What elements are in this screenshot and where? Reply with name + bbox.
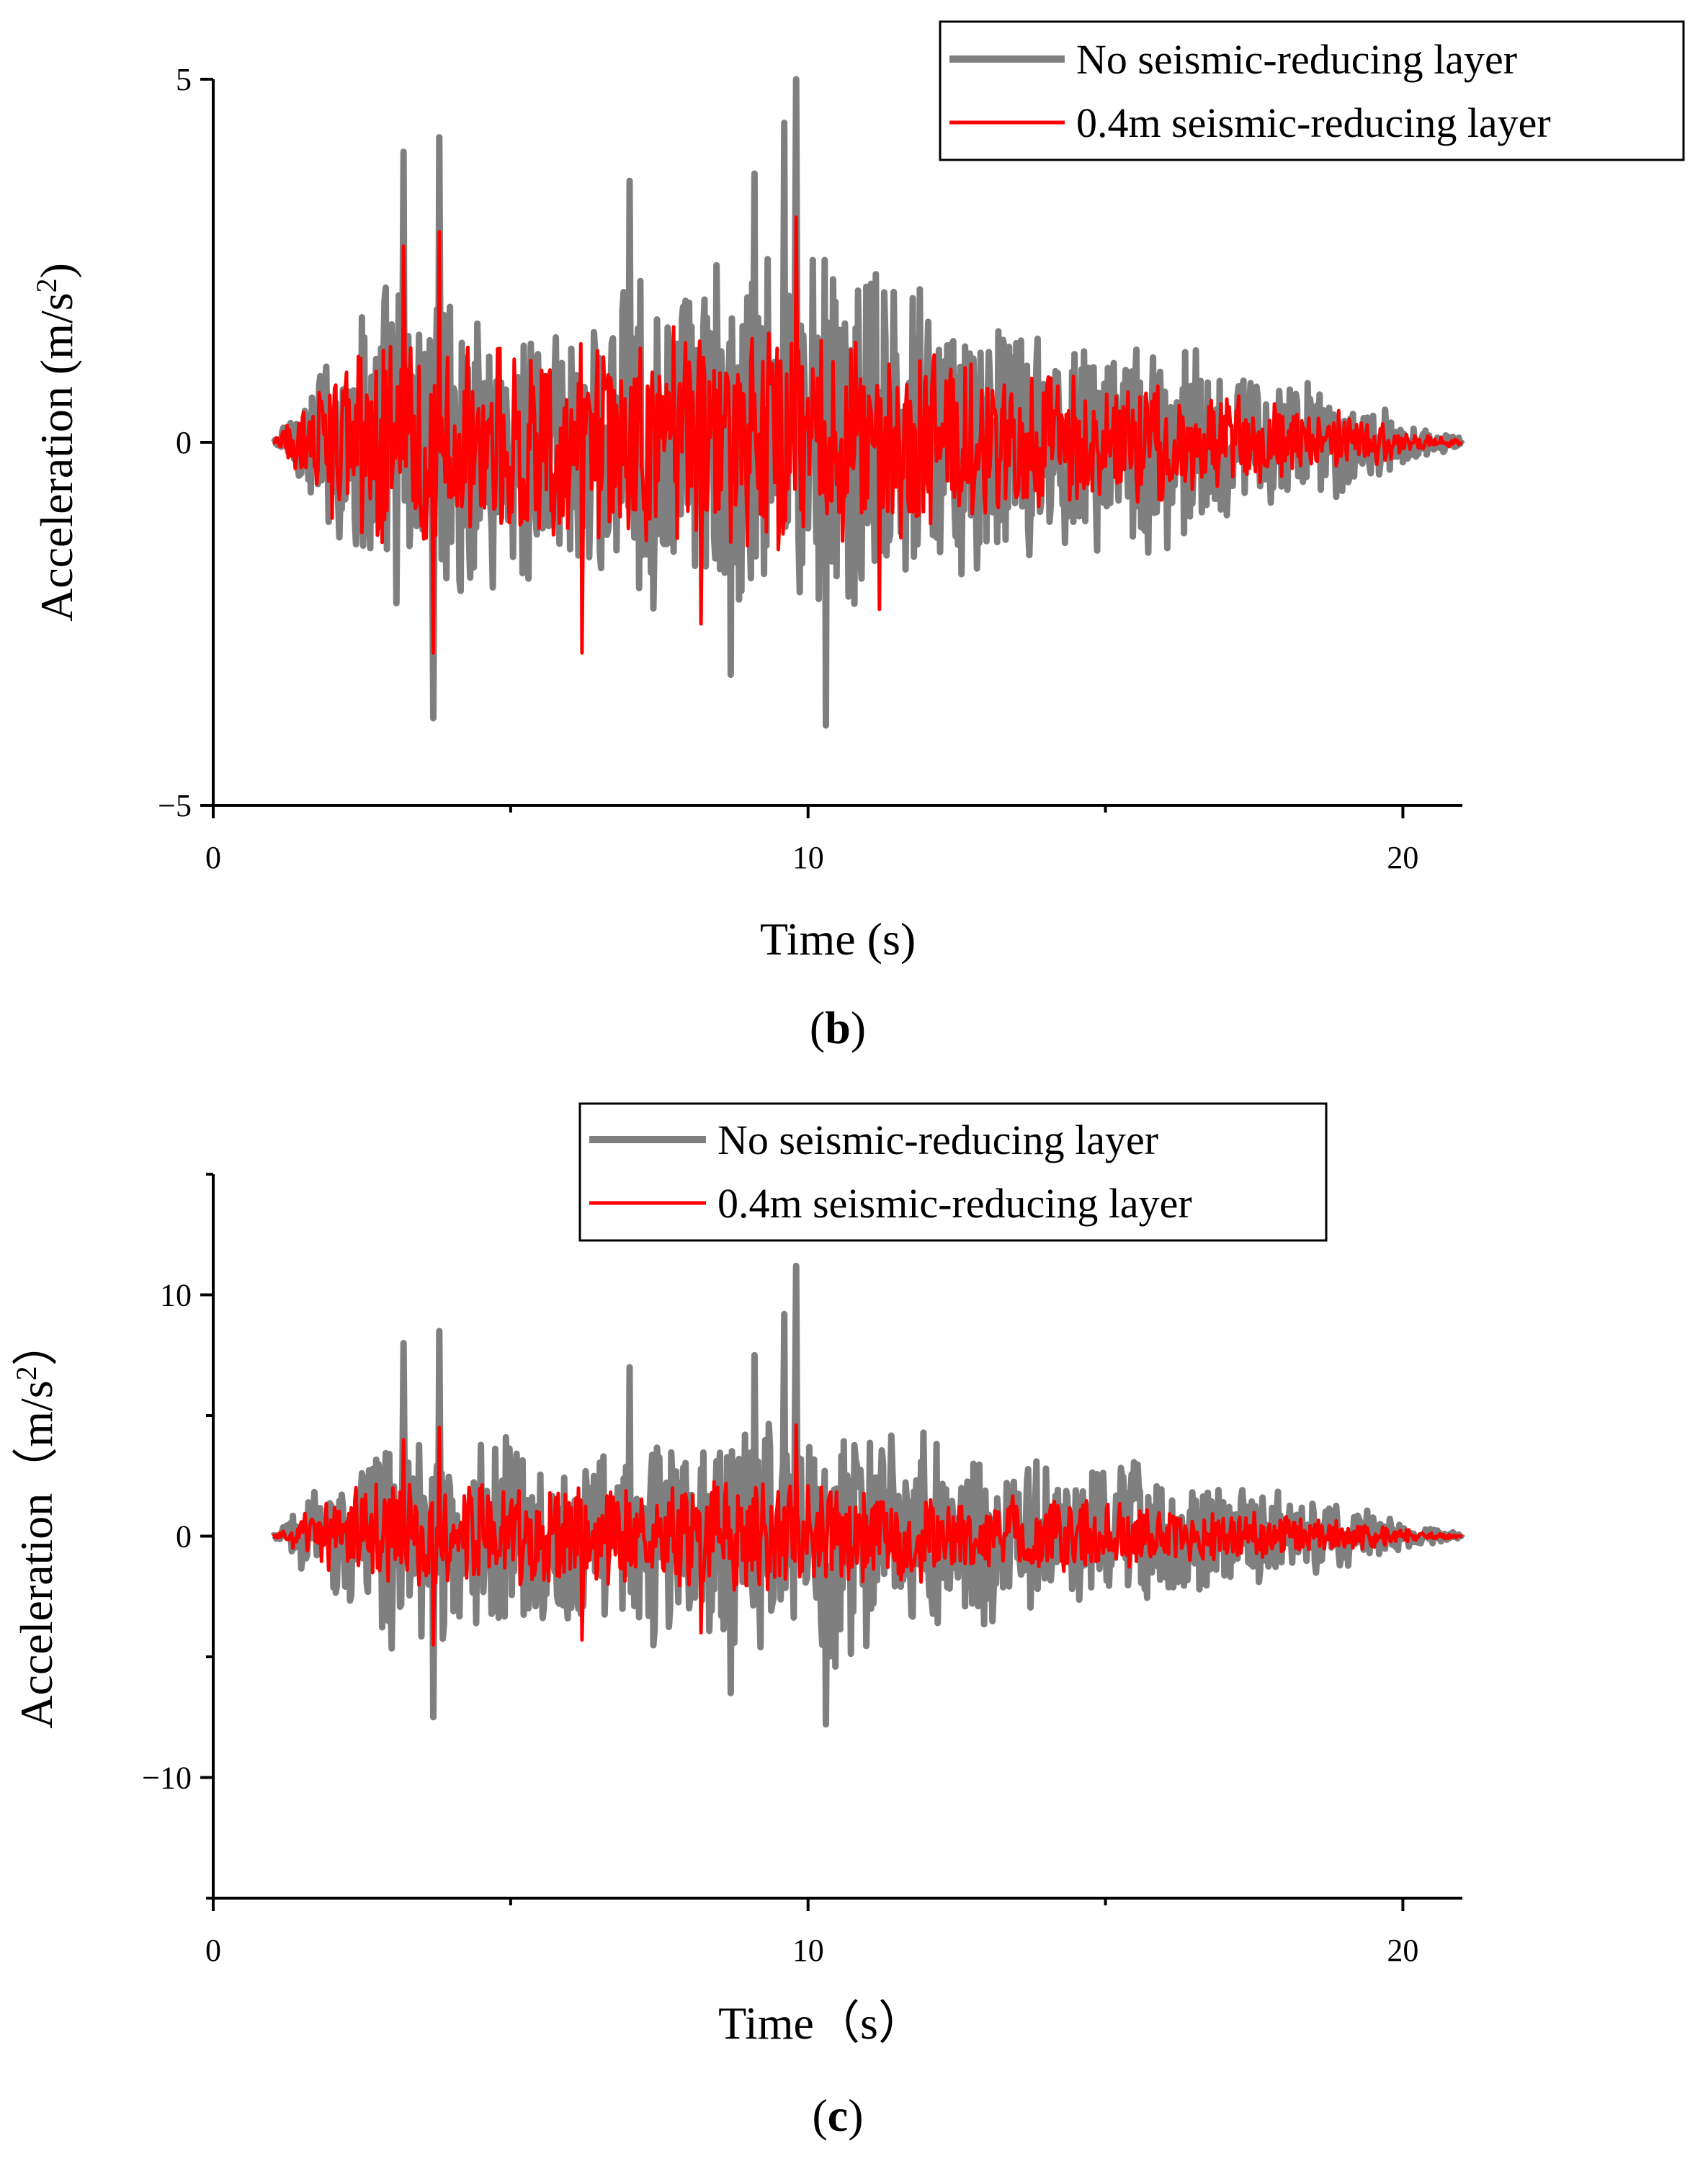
chart-c-legend-label-04m-layer: 0.4m seismic-reducing layer bbox=[717, 1180, 1192, 1227]
series-line bbox=[270, 1262, 1465, 1728]
chart-b-legend-label-04m-layer: 0.4m seismic-reducing layer bbox=[1076, 99, 1551, 146]
chart-c-panel-label: (c) bbox=[812, 2090, 863, 2141]
y-tick-label: 0 bbox=[176, 1519, 192, 1555]
chart-b-y-label: Acceleration (m/s2) bbox=[30, 263, 83, 622]
x-tick-label: 20 bbox=[1387, 840, 1418, 875]
chart-b-svg: 0 10 20 −505 Time (s) Acceleration (m/s2) … bbox=[30, 20, 1685, 1053]
chart-c-legend-box bbox=[578, 1102, 1328, 1242]
chart-b-x-label: Time (s) bbox=[760, 913, 916, 965]
series-line bbox=[272, 215, 1463, 655]
y-tick-label: −5 bbox=[158, 788, 192, 823]
x-tick-label: 20 bbox=[1387, 1933, 1418, 1968]
x-tick-label: 0 bbox=[205, 1933, 221, 1968]
chart-b-panel-label: (b) bbox=[810, 1002, 866, 1053]
chart-b-y-ticks: −5 0 5 bbox=[158, 62, 213, 823]
chart-b-plot-area bbox=[270, 76, 1465, 729]
chart-c-series-04m-layer bbox=[272, 1423, 1463, 1647]
chart-b-series-04m-layer bbox=[272, 215, 1463, 655]
chart-b-x-ticks: 0 10 20 bbox=[205, 805, 1418, 875]
chart-c-legend-label-no-layer: No seismic-reducing layer bbox=[717, 1117, 1158, 1163]
y-tick-label: 10 bbox=[160, 1278, 192, 1313]
series-line bbox=[272, 1423, 1463, 1647]
x-tick-label: 10 bbox=[792, 1933, 824, 1968]
chart-panel-c: 0 10 20 −10 0 10 Time（s） Acceleration（m/s2） … bbox=[0, 1081, 1708, 2169]
chart-b-legend-label-no-layer: No seismic-reducing layer bbox=[1076, 36, 1517, 83]
y-tick-label: −10 bbox=[142, 1761, 192, 1796]
chart-c-legend: No seismic-reducing layer 0.4m seismic-r… bbox=[578, 1102, 1328, 1242]
chart-c-x-label: Time（s） bbox=[718, 1998, 924, 2049]
y-tick-label: 5 bbox=[176, 62, 192, 97]
chart-c-y-label: Acceleration（m/s2） bbox=[10, 1320, 63, 1728]
chart-b-legend-box bbox=[939, 20, 1685, 161]
x-tick-label: 10 bbox=[792, 840, 824, 875]
x-tick-label: 0 bbox=[205, 840, 221, 875]
chart-c-series-no-layer bbox=[270, 1262, 1465, 1728]
y-tick-label: 0 bbox=[176, 425, 192, 460]
chart-c-plot-area bbox=[270, 1262, 1465, 1728]
chart-c-x-ticks: 0 10 20 bbox=[205, 1898, 1418, 1968]
chart-b-legend: No seismic-reducing layer 0.4m seismic-r… bbox=[939, 20, 1685, 161]
chart-panel-b: 0 10 20 −5 0 5 Time (s) Acceleration (m/s2) … bbox=[0, 0, 1708, 1081]
chart-c-y-ticks: −10 0 10 bbox=[142, 1173, 213, 1900]
